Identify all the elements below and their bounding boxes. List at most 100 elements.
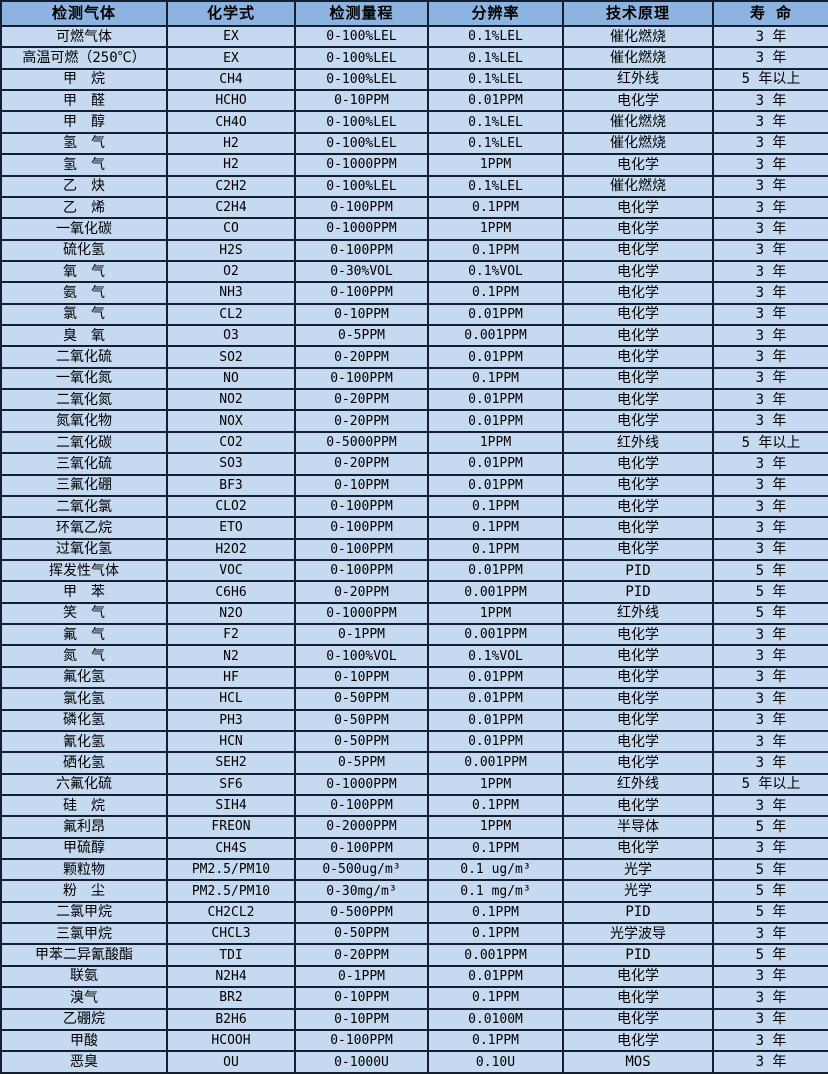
cell-detection-range: 0-100PPM	[294, 793, 429, 818]
column-header-lifespan: 寿 命	[712, 0, 828, 27]
cell-technology: PID	[562, 943, 714, 967]
cell-lifespan: 3 年	[712, 259, 828, 284]
cell-detection-range: 0-100%VOL	[294, 644, 429, 668]
cell-resolution: 0.1PPM	[427, 238, 564, 262]
cell-technology: 电化学	[562, 836, 714, 861]
cell-gas-name: 三氯甲烷	[0, 922, 168, 946]
cell-technology: PID	[562, 580, 714, 604]
cell-resolution: 0.01PPM	[427, 558, 564, 583]
cell-resolution: 0.01PPM	[427, 473, 564, 497]
cell-technology: 电化学	[562, 238, 714, 262]
table-row: 联氨 N2H4 0-1PPM 0.01PPM 电化学 3 年	[0, 964, 828, 989]
cell-lifespan: 3 年	[712, 89, 828, 113]
cell-resolution: 1PPM	[427, 772, 564, 796]
cell-chemical-formula: BF3	[166, 473, 296, 497]
cell-technology: 电化学	[562, 324, 714, 348]
cell-detection-range: 0-1000U	[294, 1050, 429, 1074]
cell-detection-range: 0-20PPM	[294, 580, 429, 604]
cell-technology: 电化学	[562, 494, 714, 519]
cell-technology: PID	[562, 558, 714, 583]
table-row: 溴气 BR2 0-10PPM 0.1PPM 电化学 3 年	[0, 986, 828, 1010]
cell-lifespan: 3 年	[712, 46, 828, 70]
cell-chemical-formula: CO	[166, 217, 296, 241]
cell-detection-range: 0-100%LEL	[294, 174, 429, 198]
cell-chemical-formula: HCHO	[166, 89, 296, 113]
cell-lifespan: 3 年	[712, 153, 828, 177]
cell-detection-range: 0-1000PPM	[294, 601, 429, 626]
table-row: 甲苯二异氰酸酯 TDI 0-20PPM 0.001PPM PID 5 年	[0, 943, 828, 967]
cell-technology: 电化学	[562, 1007, 714, 1031]
cell-technology: 电化学	[562, 623, 714, 647]
cell-resolution: 0.1%LEL	[427, 110, 564, 134]
cell-technology: 电化学	[562, 452, 714, 476]
cell-lifespan: 3 年	[712, 1050, 828, 1074]
cell-gas-name: 二氧化氮	[0, 388, 168, 412]
cell-detection-range: 0-100PPM	[294, 516, 429, 540]
table-row: 挥发性气体 VOC 0-100PPM 0.01PPM PID 5 年	[0, 558, 828, 583]
cell-lifespan: 3 年	[712, 388, 828, 412]
cell-lifespan: 3 年	[712, 494, 828, 519]
cell-lifespan: 3 年	[712, 644, 828, 668]
cell-lifespan: 3 年	[712, 195, 828, 220]
cell-technology: 红外线	[562, 772, 714, 796]
cell-detection-range: 0-100%LEL	[294, 131, 429, 156]
table-row: 乙硼烷 B2H6 0-10PPM 0.0100M 电化学 3 年	[0, 1007, 828, 1031]
cell-resolution: 1PPM	[427, 601, 564, 626]
cell-chemical-formula: NH3	[166, 281, 296, 305]
table-row: 六氟化硫 SF6 0-1000PPM 1PPM 红外线 5 年以上	[0, 772, 828, 796]
cell-chemical-formula: PH3	[166, 708, 296, 732]
table-row: 甲硫醇 CH4S 0-100PPM 0.1PPM 电化学 3 年	[0, 836, 828, 861]
cell-gas-name: 乙硼烷	[0, 1007, 168, 1031]
cell-gas-name: 氢 气	[0, 153, 168, 177]
cell-detection-range: 0-500PPM	[294, 900, 429, 925]
cell-technology: 电化学	[562, 665, 714, 690]
cell-lifespan: 5 年以上	[712, 430, 828, 455]
cell-resolution: 0.1PPM	[427, 195, 564, 220]
cell-resolution: 0.1 mg/m³	[427, 879, 564, 903]
cell-gas-name: 高温可燃（250℃）	[0, 46, 168, 70]
table-row: 一氧化氮 NO 0-100PPM 0.1PPM 电化学 3 年	[0, 366, 828, 391]
cell-lifespan: 3 年	[712, 131, 828, 156]
cell-chemical-formula: SEH2	[166, 751, 296, 775]
cell-technology: 电化学	[562, 687, 714, 711]
cell-gas-name: 硒化氢	[0, 751, 168, 775]
table-row: 硒化氢 SEH2 0-5PPM 0.001PPM 电化学 3 年	[0, 751, 828, 775]
cell-chemical-formula: ETO	[166, 516, 296, 540]
cell-chemical-formula: H2S	[166, 238, 296, 262]
cell-chemical-formula: HCOOH	[166, 1028, 296, 1053]
cell-resolution: 0.001PPM	[427, 580, 564, 604]
cell-resolution: 0.001PPM	[427, 943, 564, 967]
cell-chemical-formula: B2H6	[166, 1007, 296, 1031]
cell-lifespan: 3 年	[712, 1007, 828, 1031]
cell-resolution: 0.01PPM	[427, 302, 564, 327]
cell-lifespan: 3 年	[712, 238, 828, 262]
table-row: 乙 烯 C2H4 0-100PPM 0.1PPM 电化学 3 年	[0, 195, 828, 220]
cell-chemical-formula: CH4	[166, 67, 296, 92]
cell-chemical-formula: H2	[166, 131, 296, 156]
cell-technology: 电化学	[562, 473, 714, 497]
cell-resolution: 0.1PPM	[427, 986, 564, 1010]
cell-resolution: 0.1%LEL	[427, 174, 564, 198]
cell-resolution: 0.01PPM	[427, 388, 564, 412]
cell-technology: 电化学	[562, 708, 714, 732]
cell-gas-name: 臭 氧	[0, 324, 168, 348]
column-header-technology: 技术原理	[562, 0, 714, 27]
cell-gas-name: 氯化氢	[0, 687, 168, 711]
cell-detection-range: 0-10PPM	[294, 665, 429, 690]
table-row: 甲 苯 C6H6 0-20PPM 0.001PPM PID 5 年	[0, 580, 828, 604]
cell-detection-range: 0-100%LEL	[294, 110, 429, 134]
cell-gas-name: 溴气	[0, 986, 168, 1010]
cell-resolution: 0.1PPM	[427, 900, 564, 925]
cell-gas-name: 甲硫醇	[0, 836, 168, 861]
cell-detection-range: 0-1PPM	[294, 623, 429, 647]
cell-chemical-formula: SO3	[166, 452, 296, 476]
cell-detection-range: 0-10PPM	[294, 986, 429, 1010]
cell-resolution: 0.01PPM	[427, 964, 564, 989]
table-row: 磷化氢 PH3 0-50PPM 0.01PPM 电化学 3 年	[0, 708, 828, 732]
cell-lifespan: 5 年	[712, 943, 828, 967]
cell-chemical-formula: FREON	[166, 815, 296, 839]
cell-detection-range: 0-5PPM	[294, 751, 429, 775]
cell-technology: 电化学	[562, 409, 714, 433]
cell-technology: 电化学	[562, 516, 714, 540]
cell-technology: 电化学	[562, 793, 714, 818]
